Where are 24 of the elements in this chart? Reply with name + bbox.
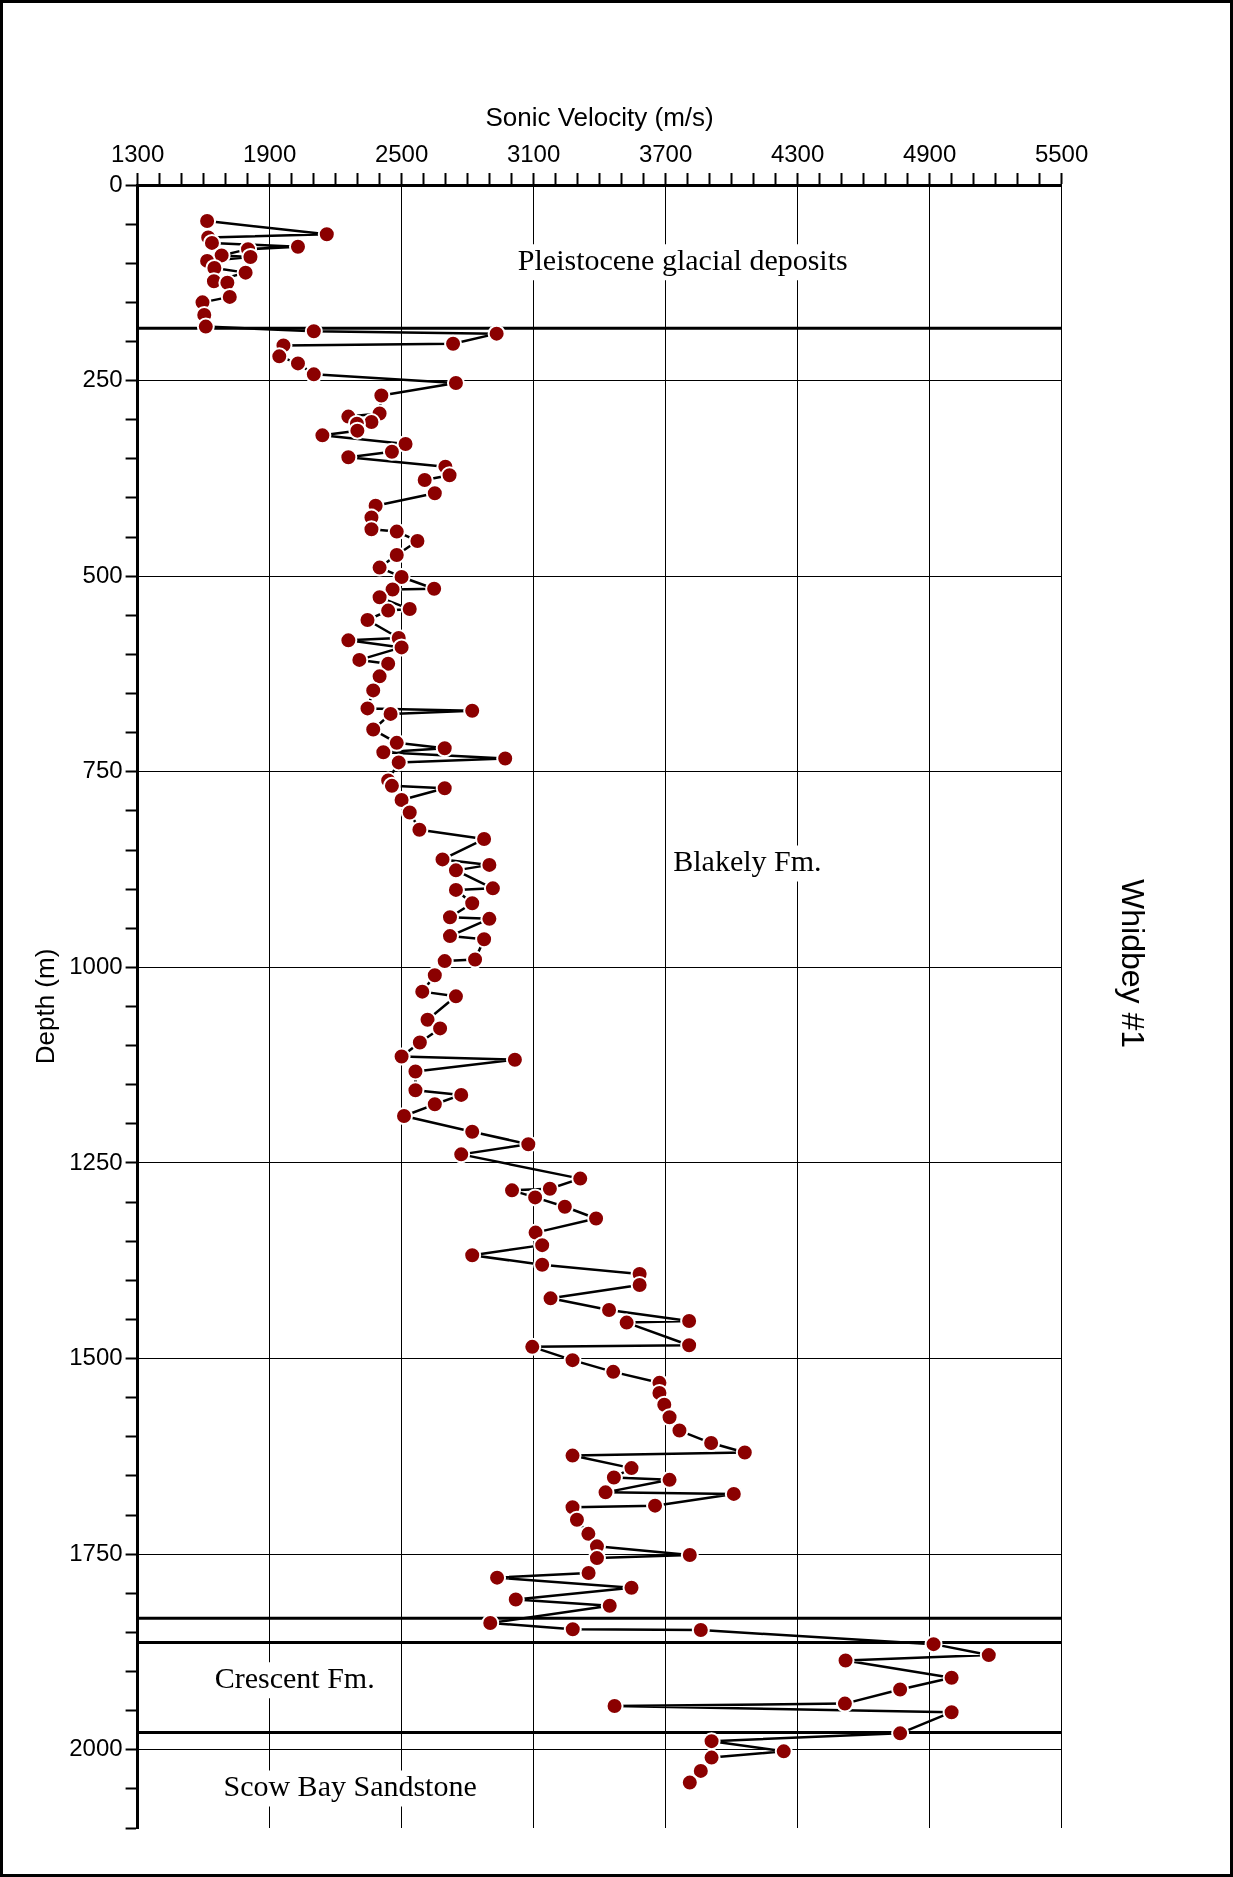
y-tick-label: 2000 xyxy=(69,1734,123,1762)
annotation: Blakely Fm. xyxy=(673,844,822,878)
x-tick-label: 3700 xyxy=(638,140,693,168)
annotation: Pleistocene glacial deposits xyxy=(517,243,848,277)
y-tick-label: 1750 xyxy=(69,1538,123,1566)
x-axis-title: Sonic Velocity (m/s) xyxy=(485,101,714,132)
y-tick-label: 250 xyxy=(82,365,123,393)
x-tick-label: 3100 xyxy=(506,140,561,168)
y-tick-label: 0 xyxy=(109,169,123,197)
x-tick-label: 1300 xyxy=(110,140,165,168)
x-tick-label: 4900 xyxy=(902,140,957,168)
x-tick-label: 5500 xyxy=(1034,140,1089,168)
y-tick-label: 500 xyxy=(82,560,123,588)
y-tick-label: 1500 xyxy=(69,1343,123,1371)
y-tick-label: 1000 xyxy=(69,952,123,980)
y-tick-label: 750 xyxy=(82,756,123,784)
y-tick-label: 1250 xyxy=(69,1147,123,1175)
x-tick-label: 1900 xyxy=(242,140,297,168)
x-tick-label: 4300 xyxy=(770,140,825,168)
y-axis-title: Depth (m) xyxy=(29,948,60,1065)
text: Whidbey #1 xyxy=(1114,879,1151,1048)
x-tick-label: 2500 xyxy=(374,140,429,168)
annotation: Crescent Fm. xyxy=(214,1661,375,1695)
annotation: Scow Bay Sandstone xyxy=(223,1769,477,1803)
